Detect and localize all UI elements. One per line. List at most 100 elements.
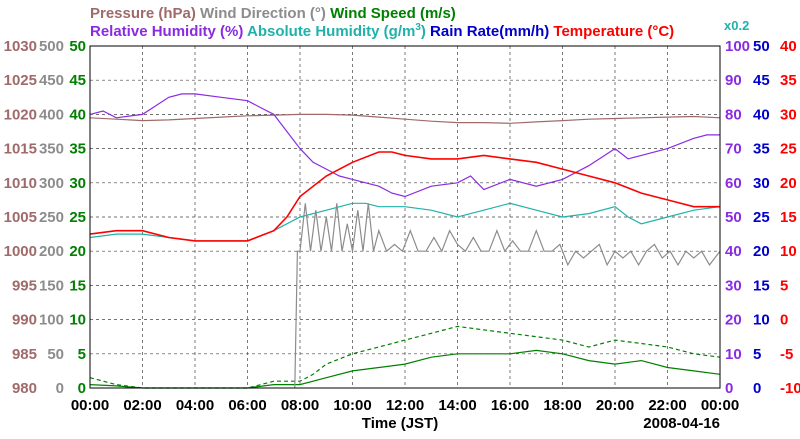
legend-entry: Pressure (hPa) [90, 5, 196, 22]
x-tick-label: 16:00 [491, 397, 529, 414]
x-tick-label: 00:00 [701, 397, 739, 414]
x-tick-label: 12:00 [386, 397, 424, 414]
rain-rate-tick-label: 15 [753, 277, 770, 294]
series-line-temperature-c [89, 151, 720, 242]
series-line-wind-speed-gust-m-s [89, 325, 721, 389]
wind-speed-tick-label: 10 [69, 312, 86, 329]
wind-direction-tick-label: 400 [39, 106, 64, 123]
legend-entry: Relative Humidity (%) [90, 23, 243, 40]
series-line-relative-humidity [89, 93, 720, 198]
x-tick-label: 02:00 [123, 397, 161, 414]
pressure-tick-label: 995 [12, 277, 37, 294]
legend-entry: Absolute Humidity (g/m [243, 23, 415, 40]
humidity-tick-label: 100 [725, 38, 750, 55]
wind-direction-tick-label: 450 [39, 72, 64, 89]
wind-direction-tick-label: 350 [39, 141, 64, 158]
x-tick-label: 18:00 [543, 397, 581, 414]
wind-direction-tick-label: 100 [39, 312, 64, 329]
wind-speed-tick-label: 40 [69, 106, 86, 123]
temperature-tick-label: 15 [780, 209, 797, 226]
humidity-tick-label: 60 [725, 175, 742, 192]
legend-entry: Rain Rate(mm/h) [426, 23, 549, 40]
x-tick-label: 20:00 [596, 397, 634, 414]
grid [90, 46, 720, 388]
humidity-tick-label: 10 [725, 346, 742, 363]
rain-rate-tick-label: 50 [753, 38, 770, 55]
humidity-tick-label: 90 [725, 72, 742, 89]
temperature-tick-label: 5 [780, 277, 788, 294]
temperature-tick-label: -10 [780, 380, 800, 397]
temperature-tick-label: 30 [780, 106, 797, 123]
pressure-tick-label: 1005 [4, 209, 37, 226]
wind-direction-tick-label: 250 [39, 209, 64, 226]
wind-direction-tick-label: 150 [39, 277, 64, 294]
rain-rate-tick-label: 5 [753, 346, 761, 363]
series-line-wind-direction [294, 203, 721, 389]
wind-speed-tick-label: 45 [69, 72, 86, 89]
temperature-tick-label: -5 [780, 346, 793, 363]
axes: 9809859909951000100510101015102010251030… [4, 38, 800, 414]
temperature-tick-label: 35 [780, 72, 797, 89]
rain-rate-tick-label: 45 [753, 72, 770, 89]
legend-entry: Wind Direction (°) [196, 5, 326, 22]
pressure-tick-label: 1000 [4, 243, 37, 260]
legend-entry: Temperature (°C) [549, 23, 674, 40]
legend-row-2: Relative Humidity (%) Absolute Humidity … [90, 22, 674, 40]
pressure-tick-label: 990 [12, 312, 37, 329]
wind-direction-tick-label: 50 [47, 346, 64, 363]
wind-direction-tick-label: 200 [39, 243, 64, 260]
legend: Pressure (hPa) Wind Direction (°) Wind S… [90, 5, 749, 40]
wind-direction-tick-label: 0 [56, 380, 64, 397]
humidity-tick-label: 50 [725, 209, 742, 226]
rain-rate-tick-label: 25 [753, 209, 770, 226]
legend-entry-tail: ) [421, 23, 426, 40]
wind-speed-tick-label: 5 [78, 346, 86, 363]
wind-direction-tick-label: 500 [39, 38, 64, 55]
x-tick-label: 10:00 [333, 397, 371, 414]
pressure-tick-label: 1020 [4, 106, 37, 123]
temperature-tick-label: 20 [780, 175, 797, 192]
series-line-pressure-hpa [89, 113, 721, 124]
x-tick-label: 04:00 [176, 397, 214, 414]
temperature-tick-label: 10 [780, 243, 797, 260]
plot-frame [89, 45, 721, 389]
legend-entry: Wind Speed (m/s) [326, 5, 456, 22]
pressure-tick-label: 980 [12, 380, 37, 397]
pressure-tick-label: 1030 [4, 38, 37, 55]
pressure-tick-label: 985 [12, 346, 37, 363]
wind-speed-tick-label: 35 [69, 141, 86, 158]
temperature-tick-label: 40 [780, 38, 797, 55]
rain-rate-tick-label: 0 [753, 380, 761, 397]
wind-speed-tick-label: 30 [69, 175, 86, 192]
x-tick-label: 06:00 [228, 397, 266, 414]
date-label: 2008-04-16 [643, 415, 720, 432]
rain-rate-tick-label: 30 [753, 175, 770, 192]
humidity-tick-label: 40 [725, 243, 742, 260]
pressure-tick-label: 1010 [4, 175, 37, 192]
humidity-tick-label: 70 [725, 141, 742, 158]
pressure-tick-label: 1015 [4, 141, 37, 158]
humidity-tick-label: 80 [725, 106, 742, 123]
legend-superscript: 3 [415, 22, 421, 33]
wind-speed-tick-label: 0 [78, 380, 86, 397]
humidity-tick-label: 0 [725, 380, 733, 397]
temperature-tick-label: 0 [780, 312, 788, 329]
legend-row-1: Pressure (hPa) Wind Direction (°) Wind S… [90, 5, 456, 22]
x-axis-label: Time (JST) [362, 415, 438, 432]
wind-speed-tick-label: 20 [69, 243, 86, 260]
rain-scale-note: x0.2 [724, 18, 749, 33]
x-tick-label: 00:00 [71, 397, 109, 414]
x-tick-label: 14:00 [438, 397, 476, 414]
wind-direction-tick-label: 300 [39, 175, 64, 192]
wind-speed-tick-label: 25 [69, 209, 86, 226]
rain-rate-tick-label: 40 [753, 106, 770, 123]
series-group [89, 93, 721, 389]
humidity-tick-label: 30 [725, 277, 742, 294]
humidity-tick-label: 20 [725, 312, 742, 329]
rain-rate-tick-label: 20 [753, 243, 770, 260]
x-tick-label: 22:00 [648, 397, 686, 414]
x-tick-label: 08:00 [281, 397, 319, 414]
wind-speed-tick-label: 15 [69, 277, 86, 294]
